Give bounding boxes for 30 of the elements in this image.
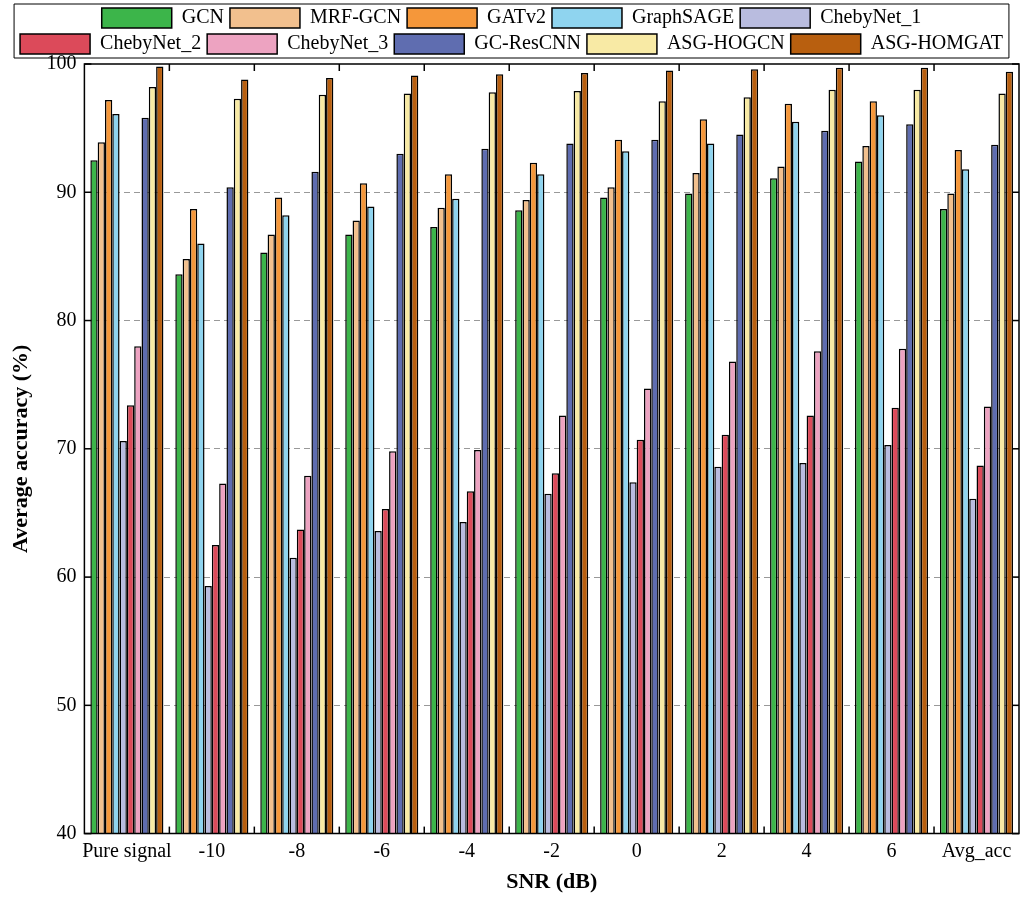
x-tick-label: -10	[198, 838, 226, 861]
y-axis-title: Average accuracy (%)	[6, 344, 32, 554]
legend-label: ChebyNet_2	[100, 31, 202, 55]
legend-label: ChebyNet_1	[820, 5, 922, 29]
y-tick-label: 60	[56, 564, 77, 587]
y-tick-label: 80	[56, 307, 77, 330]
x-tick-label: 4	[801, 838, 812, 861]
legend-label: ASG-HOMGAT	[870, 31, 1003, 54]
y-tick-label: 90	[56, 179, 77, 202]
legend-label: GCN	[181, 5, 224, 28]
x-tick-label: Pure signal	[82, 838, 173, 862]
x-tick-label: Avg_acc	[941, 838, 1012, 862]
x-tick-label: 0	[631, 838, 642, 861]
legend-label: GraphSAGE	[631, 5, 735, 29]
legend-label: ChebyNet_3	[287, 31, 389, 55]
x-tick-label: -4	[458, 838, 476, 861]
y-tick-label: 70	[56, 436, 77, 459]
legend-label: ASG-HOGCN	[666, 31, 785, 54]
x-axis-title: SNR (dB)	[506, 868, 598, 894]
x-tick-label: 6	[886, 838, 897, 861]
y-tick-label: 50	[56, 692, 77, 715]
legend-label: GATv2	[487, 5, 546, 28]
x-tick-label: -6	[373, 838, 391, 861]
x-tick-label: 2	[716, 838, 727, 861]
y-tick-label: 40	[56, 820, 77, 843]
y-tick-label: 100	[46, 51, 77, 74]
legend-label: MRF-GCN	[309, 5, 402, 28]
legend-label: GC-ResCNN	[474, 31, 581, 54]
x-tick-label: -2	[543, 838, 561, 861]
x-tick-label: -8	[288, 838, 306, 861]
